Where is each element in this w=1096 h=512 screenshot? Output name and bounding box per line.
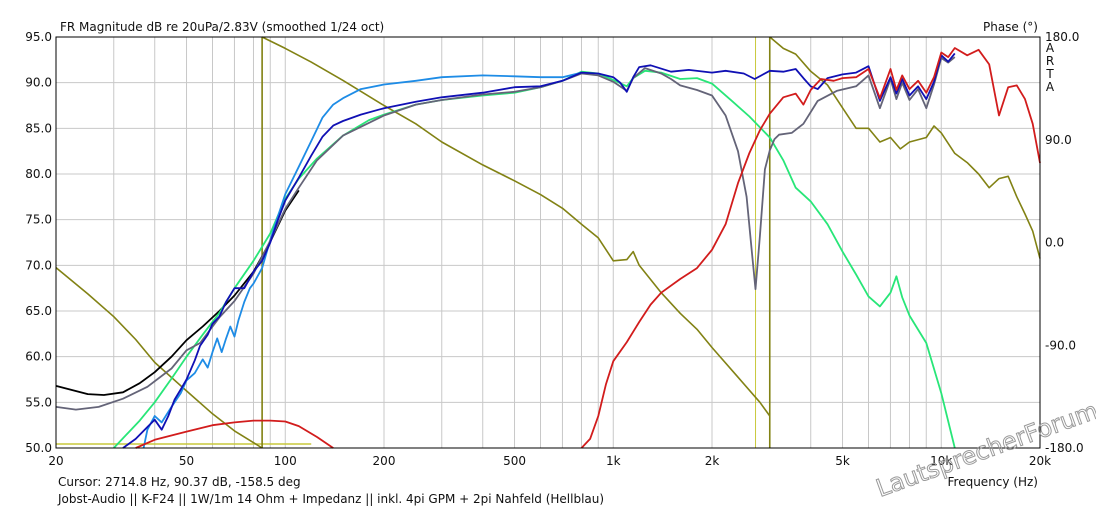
y-tick-label: 75.0 [25,213,52,227]
y-tick-label: 90.0 [25,76,52,90]
phase-axis-title: Phase (°) [983,20,1038,34]
x-tick-label: 5k [835,454,850,468]
x-tick-label: 200 [373,454,396,468]
x-tick-label: 100 [274,454,297,468]
phase-series-line [769,36,1041,259]
magnitude-series-line [135,419,334,449]
x-tick-label: 20k [1029,454,1051,468]
legend-text: Jobst-Audio || K-F24 || 1W/1m 14 Ohm + I… [57,492,604,506]
y-tick-label: 80.0 [25,167,52,181]
x-tick-label: 1k [606,454,621,468]
phase-series-line [261,36,771,417]
x-tick-label: 500 [503,454,526,468]
chart-title: FR Magnitude dB re 20uPa/2.83V (smoothed… [60,20,384,34]
magnitude-series-line [55,56,956,411]
magnitude-series-line [142,71,582,449]
y2-tick-label: 180.0 [1045,30,1079,44]
x-axis-label: Frequency (Hz) [948,475,1039,489]
y-tick-label: 65.0 [25,304,52,318]
x-tick-label: 2k [705,454,720,468]
y2-tick-label: -90.0 [1045,338,1076,352]
series-layer [55,36,1041,449]
magnitude-series-line [580,47,1041,449]
x-tick-label: 20 [48,454,63,468]
side-letter: R [1046,54,1054,68]
x-tick-label: 50 [179,454,194,468]
phase-series-line [55,266,263,449]
side-letter: A [1046,80,1055,94]
tick-labels: 95.0 90.0 85.0 80.0 75.0 70.0 65.0 60.0 55.0 50.0… [25,30,1083,468]
plot-frame [55,36,1041,449]
y2-tick-label: 90.0 [1045,133,1072,147]
cursor-readout: Cursor: 2714.8 Hz, 90.37 dB, -158.5 deg [58,475,301,489]
y-tick-label: 55.0 [25,395,52,409]
y2-tick-label: -180.0 [1045,441,1084,455]
side-letter: A [1046,41,1055,55]
side-letter: T [1045,67,1054,81]
y-tick-label: 85.0 [25,121,52,135]
y-tick-label: 95.0 [25,30,52,44]
y-tick-label: 50.0 [25,441,52,455]
y-tick-label: 70.0 [25,258,52,272]
y2-tick-label: 0.0 [1045,236,1064,250]
y-tick-label: 60.0 [25,350,52,364]
magnitude-series-line [122,52,956,449]
x-tick-label: 10k [930,454,952,468]
